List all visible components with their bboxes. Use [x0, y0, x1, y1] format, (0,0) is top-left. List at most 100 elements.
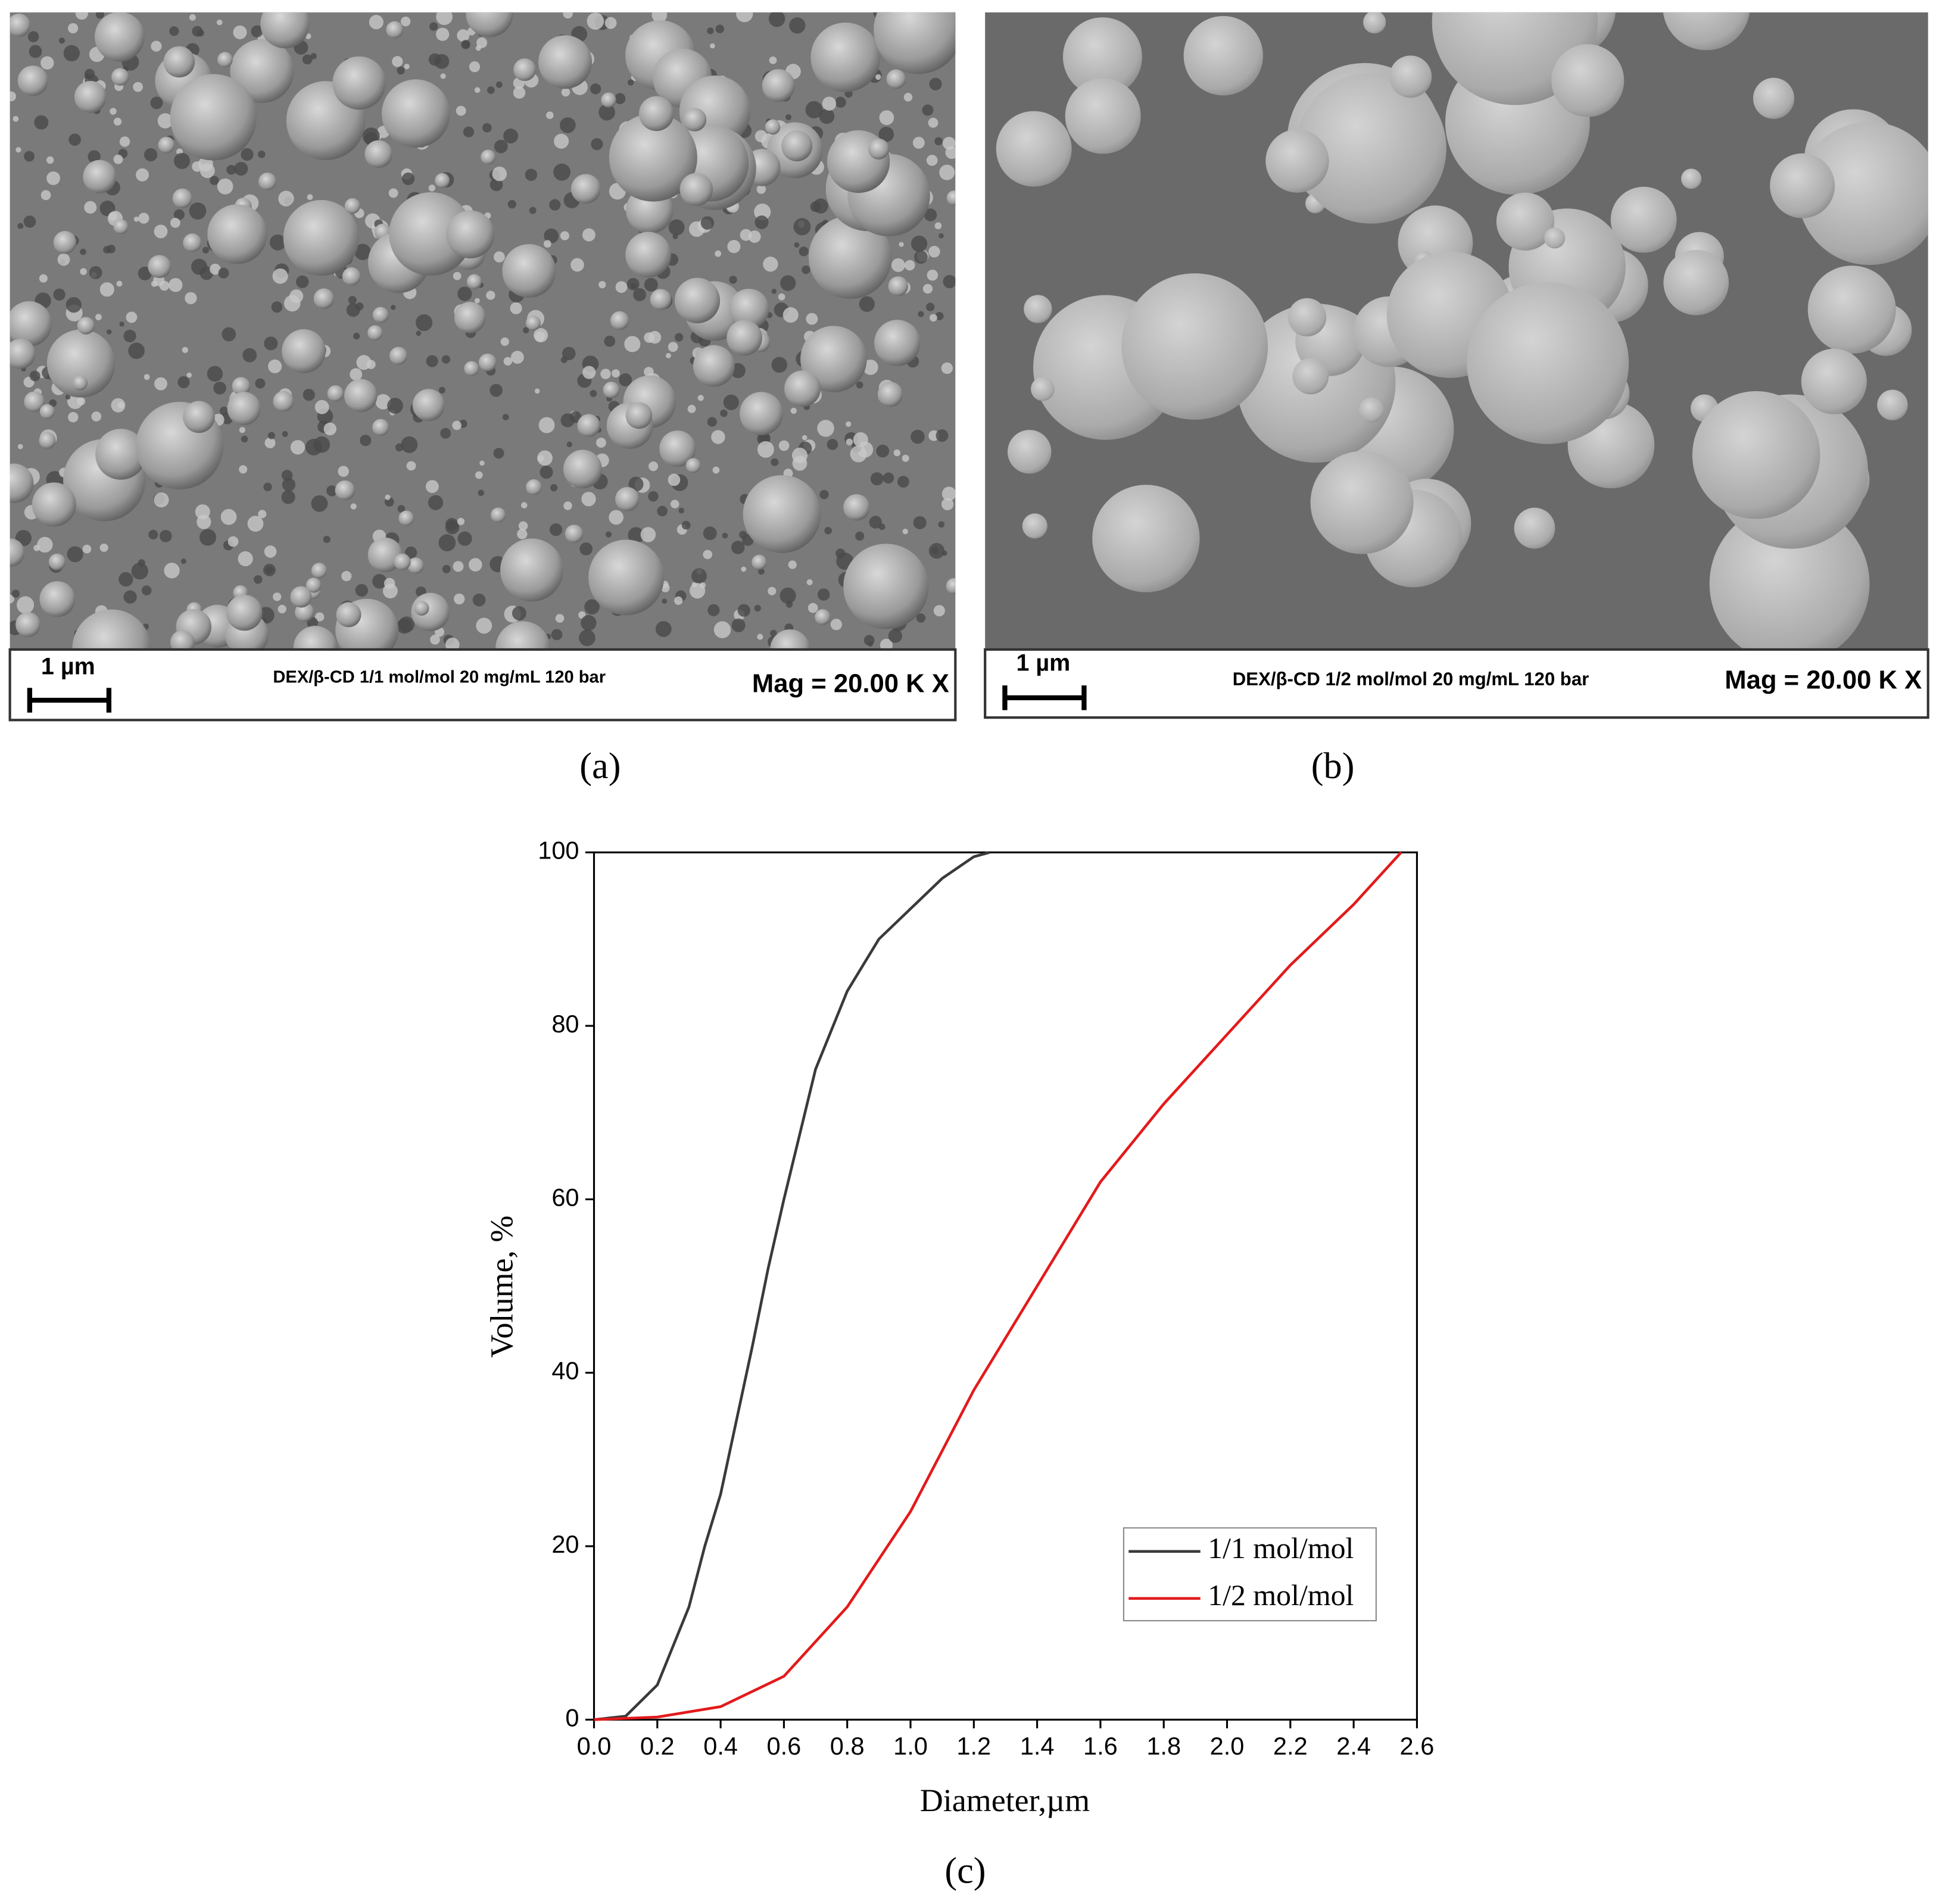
particle — [1183, 15, 1263, 96]
series-line — [594, 851, 990, 1721]
particle — [53, 230, 77, 254]
particle — [563, 450, 602, 489]
particle — [784, 370, 821, 407]
particle — [313, 288, 335, 309]
texture — [430, 635, 440, 645]
texture — [537, 455, 544, 462]
texture — [869, 516, 882, 529]
texture — [495, 81, 503, 88]
texture — [272, 268, 288, 284]
texture — [928, 246, 940, 258]
particle — [170, 74, 257, 161]
texture — [817, 420, 834, 437]
texture — [883, 472, 894, 484]
texture — [674, 596, 683, 605]
texture — [549, 523, 563, 536]
particle — [946, 578, 956, 595]
texture — [687, 404, 696, 413]
texture — [503, 357, 512, 366]
texture — [700, 582, 706, 589]
texture — [282, 431, 288, 438]
texture — [560, 117, 576, 133]
texture — [544, 240, 551, 248]
texture — [888, 629, 903, 643]
particle — [305, 578, 322, 593]
texture — [186, 372, 192, 378]
texture — [943, 274, 956, 289]
texture — [770, 629, 777, 637]
particle — [603, 382, 620, 398]
texture — [218, 267, 229, 279]
panel-label: (a) — [579, 745, 621, 786]
texture — [510, 302, 522, 314]
texture — [438, 386, 445, 394]
texture — [689, 221, 705, 237]
texture — [478, 489, 485, 497]
texture — [819, 489, 829, 500]
texture — [40, 56, 54, 70]
texture — [674, 333, 684, 342]
particle — [332, 56, 386, 110]
texture — [662, 598, 668, 604]
particle — [500, 538, 563, 602]
legend-box — [1123, 1527, 1377, 1622]
texture — [113, 117, 122, 126]
texture — [397, 66, 405, 75]
particles — [996, 12, 1928, 650]
texture — [563, 501, 572, 510]
texture — [759, 432, 771, 444]
texture — [454, 593, 465, 605]
texture — [587, 13, 604, 30]
texture — [398, 616, 415, 633]
sem-image-a: 1 µm DEX/β-CD 1/1 mol/mol 20 mg/mL 120 b… — [8, 12, 957, 722]
texture — [99, 543, 108, 552]
particle — [217, 52, 233, 67]
texture — [799, 246, 809, 257]
particle — [874, 12, 956, 74]
texture — [254, 575, 263, 584]
particle — [10, 338, 36, 369]
texture — [234, 161, 248, 176]
texture — [780, 275, 796, 291]
texture — [157, 113, 173, 129]
texture — [782, 307, 799, 323]
particle — [538, 35, 593, 89]
texture — [769, 56, 777, 64]
texture — [445, 518, 459, 531]
texture — [651, 12, 668, 23]
scale-label: 1 µm — [1016, 650, 1070, 676]
texture — [269, 234, 286, 251]
particle — [1295, 73, 1446, 224]
texture — [326, 485, 338, 497]
texture — [562, 347, 576, 361]
texture — [522, 327, 529, 333]
y-tick-label: 60 — [551, 1183, 579, 1211]
particle — [685, 458, 701, 473]
texture — [107, 245, 116, 254]
texture — [902, 529, 908, 535]
texture — [487, 86, 495, 94]
particle — [46, 329, 116, 398]
particle — [1692, 391, 1820, 519]
texture — [789, 17, 806, 34]
texture — [500, 337, 509, 346]
texture — [27, 31, 39, 42]
texture — [754, 203, 771, 220]
particle — [565, 525, 584, 543]
particle — [1801, 348, 1867, 414]
texture — [555, 614, 565, 623]
texture — [671, 500, 679, 508]
texture — [49, 399, 57, 407]
texture — [859, 296, 875, 312]
texture — [258, 510, 267, 519]
particle — [674, 277, 721, 323]
texture — [323, 422, 336, 436]
texture — [644, 277, 658, 292]
legend-label: 1/1 mol/mol — [1208, 1532, 1354, 1565]
particle — [577, 414, 600, 437]
particle — [1292, 358, 1329, 395]
particle — [386, 21, 404, 39]
particle — [526, 316, 541, 331]
particle — [382, 79, 450, 148]
texture — [400, 16, 411, 27]
